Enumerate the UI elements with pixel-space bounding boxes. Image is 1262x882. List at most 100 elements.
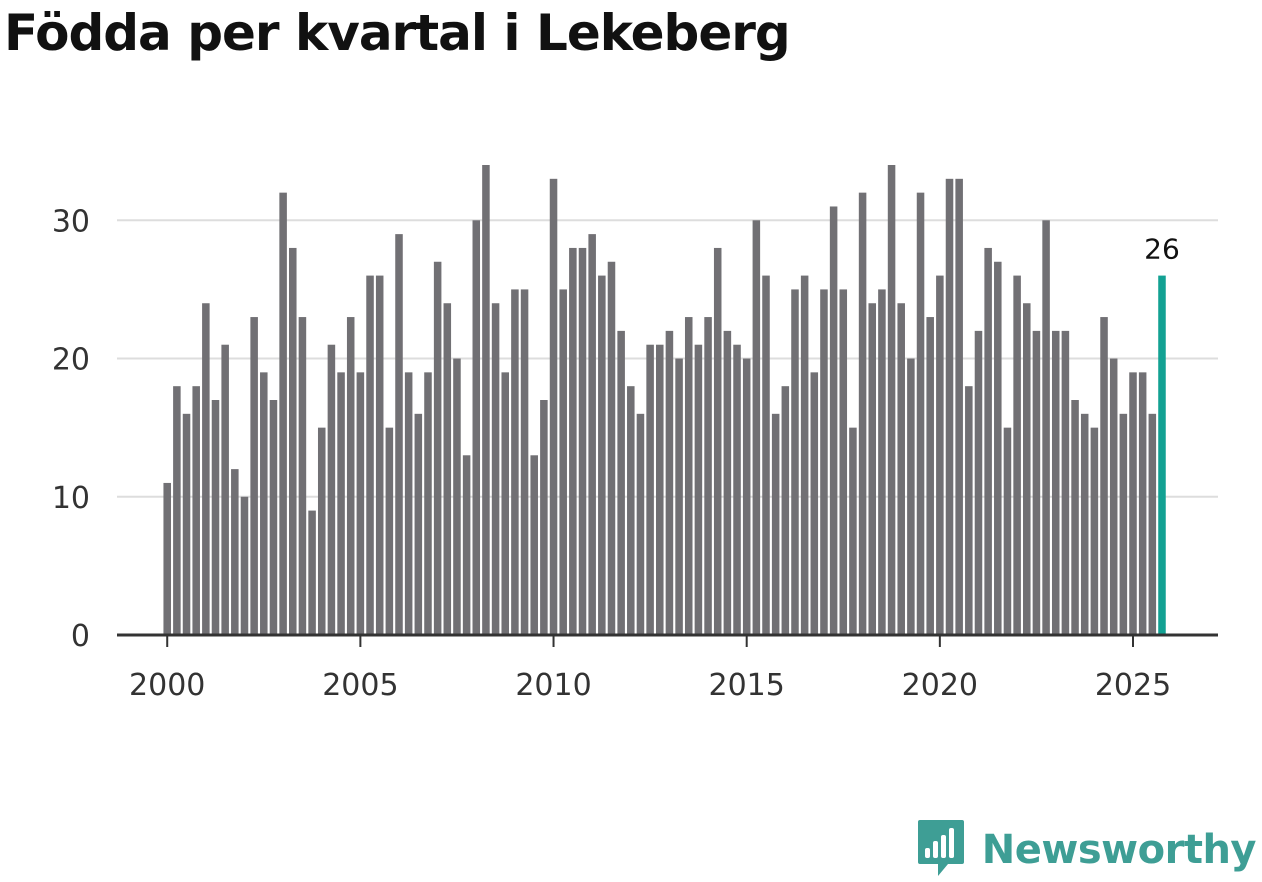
- bar: [356, 372, 365, 635]
- bar: [646, 344, 654, 635]
- x-tick-label: 2010: [515, 668, 591, 703]
- bar: [1119, 413, 1128, 635]
- bar: [501, 372, 510, 635]
- bar: [713, 247, 722, 635]
- x-tick-label: 2015: [709, 668, 785, 703]
- bar: [974, 330, 983, 635]
- bar: [878, 289, 886, 635]
- bar: [1042, 220, 1050, 636]
- bar: [1100, 317, 1108, 635]
- bar: [182, 413, 191, 635]
- bar: [279, 192, 287, 635]
- bar: [771, 413, 780, 635]
- bar: [453, 358, 461, 635]
- x-tick-label: 2025: [1095, 668, 1171, 703]
- bar: [800, 275, 809, 635]
- bar: [694, 344, 703, 635]
- bar: [1148, 413, 1157, 635]
- bar: [530, 455, 538, 635]
- y-tick-label: 0: [71, 619, 90, 654]
- chart-title: Födda per kvartal i Lekeberg: [4, 4, 791, 62]
- bar: [549, 178, 558, 635]
- bar: [598, 275, 606, 635]
- bar: [627, 386, 635, 635]
- y-tick-label: 10: [52, 481, 90, 516]
- bar: [849, 427, 857, 635]
- bar: [472, 220, 481, 636]
- bar: [424, 372, 432, 635]
- bar: [1061, 330, 1070, 635]
- bar: [385, 427, 394, 635]
- bar: [742, 358, 751, 635]
- newsworthy-logo-icon: [916, 818, 966, 882]
- bar: [462, 455, 471, 635]
- bar: [327, 344, 336, 635]
- bar: [491, 303, 500, 635]
- bar: [781, 386, 790, 635]
- bar: [675, 358, 683, 635]
- bar: [578, 247, 587, 635]
- x-tick-label: 2000: [129, 668, 205, 703]
- bar: [936, 275, 944, 635]
- bar: [346, 317, 355, 635]
- bar: [868, 303, 877, 635]
- bar: [366, 275, 374, 635]
- bar: [588, 234, 596, 635]
- bar: [1071, 400, 1079, 635]
- brand: Newsworthy: [916, 818, 1257, 882]
- bar: [607, 261, 616, 635]
- bar: [443, 303, 452, 635]
- bar: [395, 234, 403, 635]
- bar: [897, 303, 905, 635]
- x-tick-label: 2020: [902, 668, 978, 703]
- bar: [375, 275, 384, 635]
- bar: [617, 330, 625, 635]
- bar: [656, 344, 664, 635]
- bar: [250, 317, 258, 635]
- bar: [317, 427, 326, 635]
- bar: [965, 386, 973, 635]
- bar: [240, 496, 249, 635]
- bar: [289, 247, 297, 635]
- bar: [723, 330, 732, 635]
- bar: [433, 261, 442, 635]
- bar: [404, 372, 413, 635]
- bar: [163, 482, 171, 635]
- bar: [704, 317, 712, 635]
- bar: [269, 400, 278, 635]
- bar: [337, 372, 345, 635]
- bar: [192, 386, 200, 635]
- bar: [1003, 427, 1012, 635]
- bar: [1090, 427, 1099, 635]
- bar: [173, 386, 181, 635]
- bar: [1023, 303, 1031, 635]
- bar: [887, 165, 896, 635]
- last-value-label: 26: [1144, 233, 1180, 266]
- bar: [955, 178, 963, 635]
- bar: [984, 247, 992, 635]
- bar: [260, 372, 268, 635]
- bar: [829, 206, 838, 635]
- bar: [733, 344, 741, 635]
- bar: [1109, 358, 1118, 635]
- bar: [636, 413, 645, 635]
- bar: [1013, 275, 1021, 635]
- bar: [298, 317, 307, 635]
- y-tick-label: 30: [52, 204, 90, 239]
- y-tick-label: 20: [52, 343, 90, 378]
- bar-highlight: [1158, 275, 1166, 635]
- bar: [540, 400, 548, 635]
- bar: [791, 289, 799, 635]
- bar: [752, 220, 761, 636]
- bar: [1138, 372, 1147, 635]
- bar: [916, 192, 925, 635]
- bar: [762, 275, 770, 635]
- bar: [559, 289, 567, 635]
- bar: [308, 510, 316, 635]
- x-axis-ticks: 2000 2005 2010 2015 2020 2025: [129, 635, 1171, 703]
- bar: [994, 261, 1002, 635]
- bar: [482, 165, 490, 635]
- bar: [231, 469, 239, 635]
- bar: [569, 247, 577, 635]
